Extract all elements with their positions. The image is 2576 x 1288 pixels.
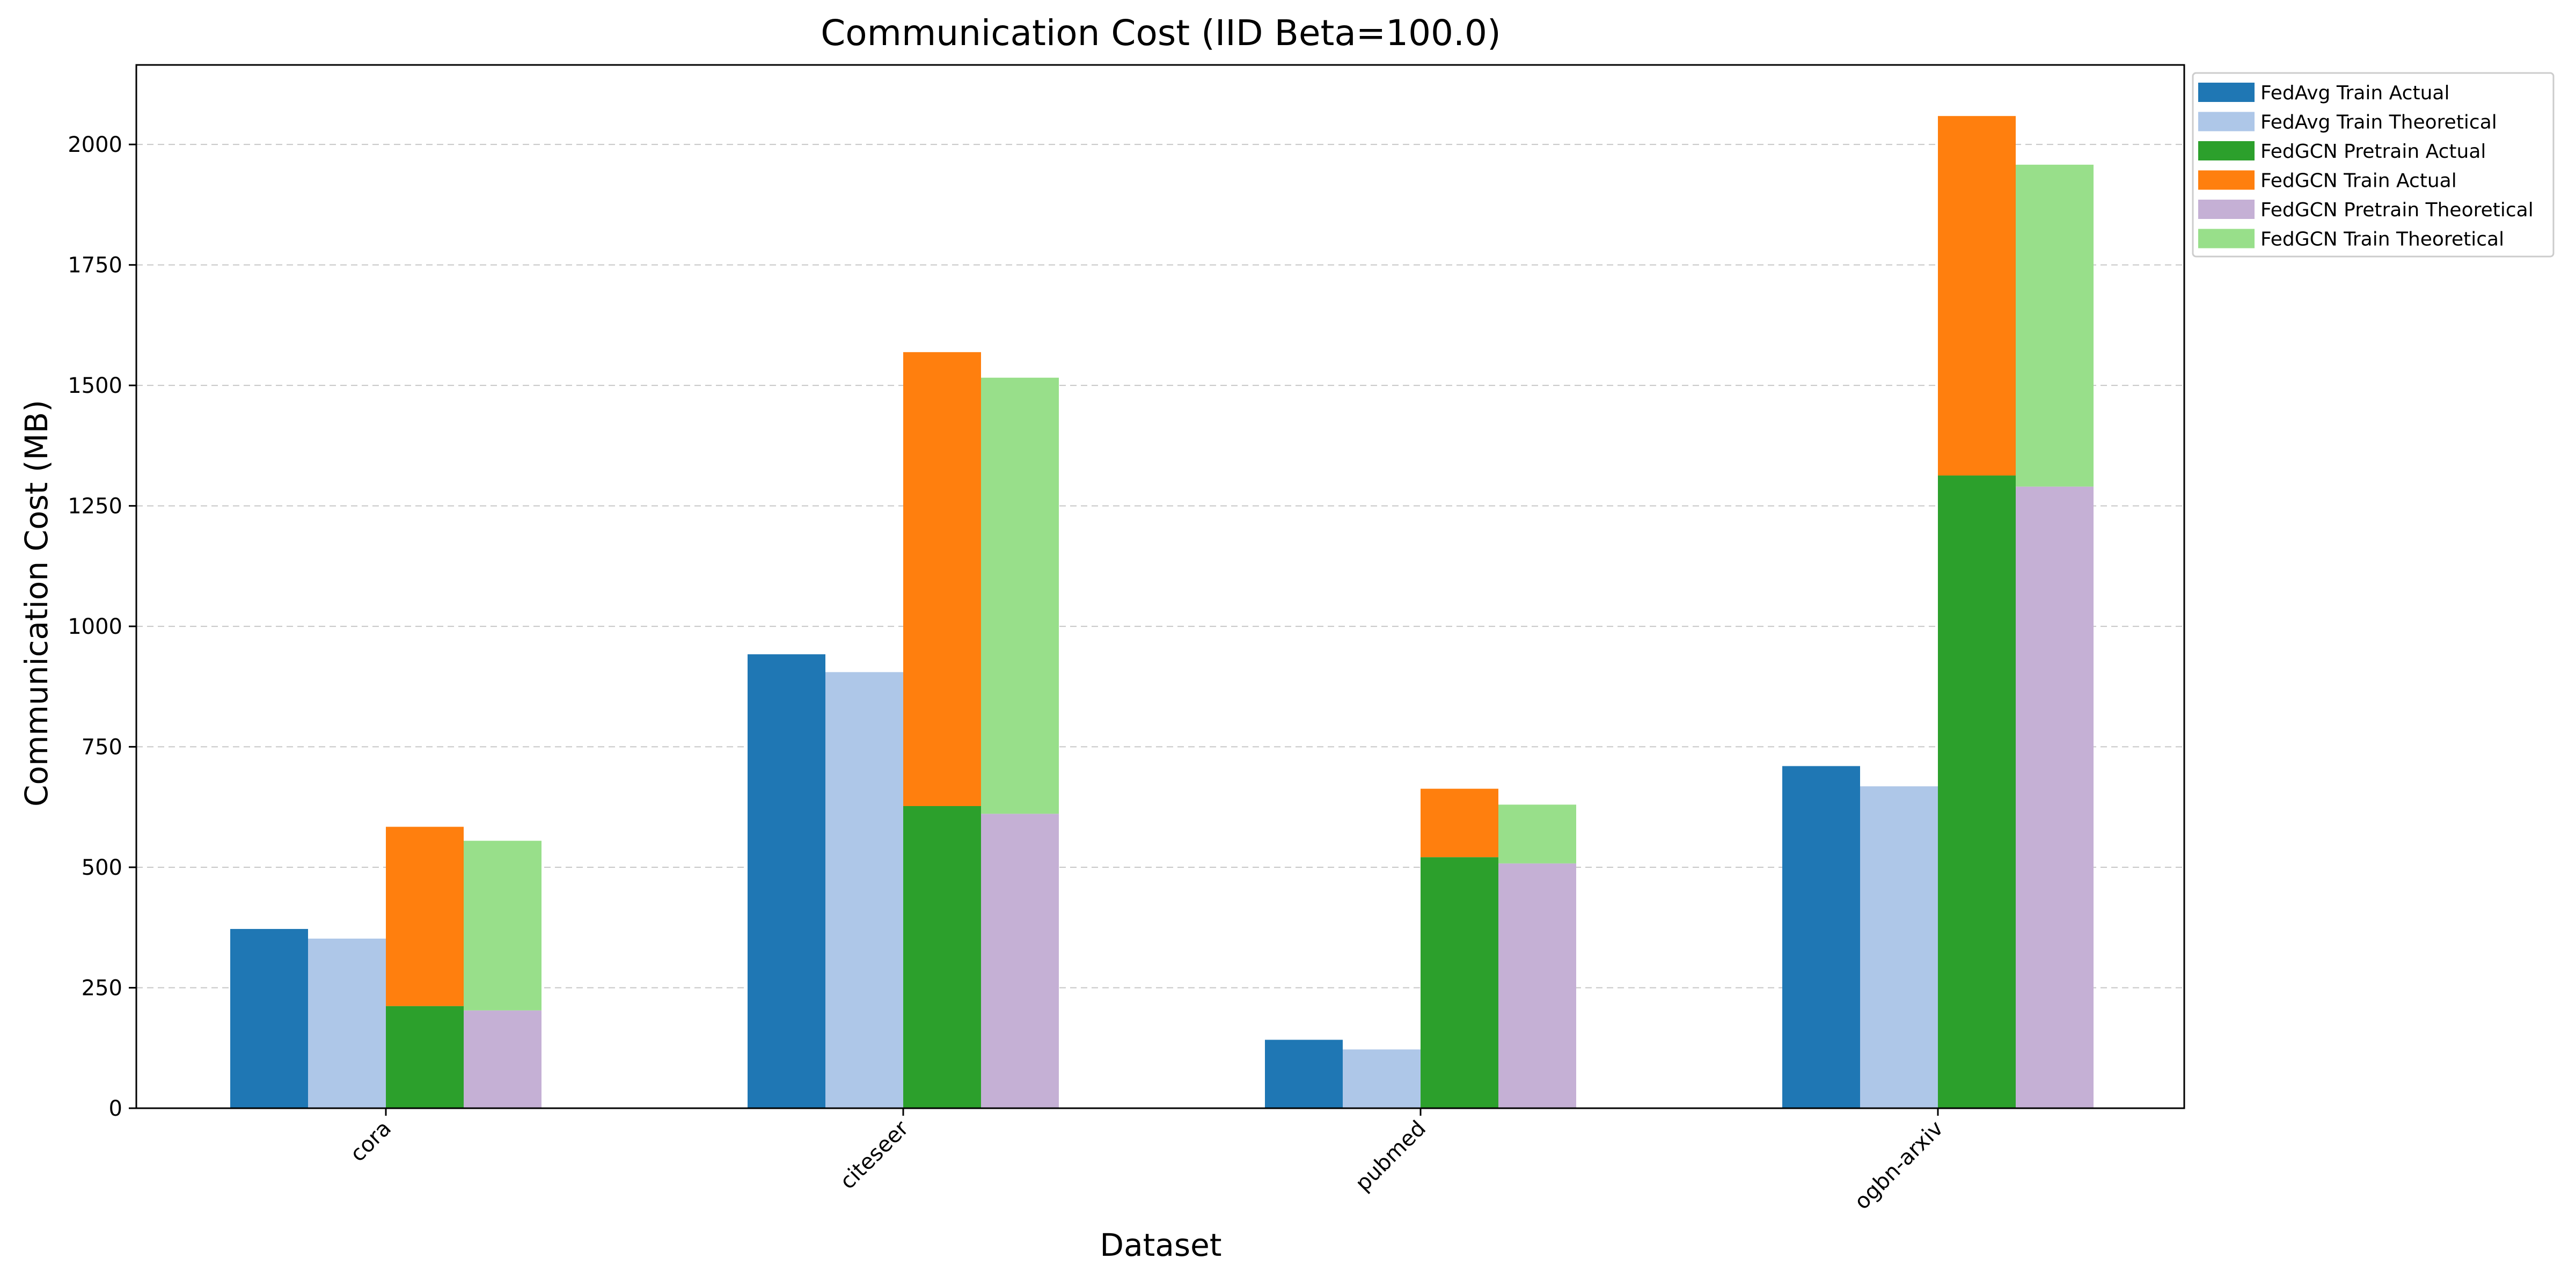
bar-fedgcn-train-theoretical-ogbn-arxiv — [2016, 164, 2094, 487]
legend-box — [2192, 72, 2555, 258]
legend: FedAvg Train Actual FedAvg Train Theoreti… — [2192, 72, 2555, 258]
bar-fedgcn-train-theoretical-citeseer — [981, 377, 1059, 814]
legend-label: FedGCN Train Actual — [2260, 170, 2457, 192]
bar-fedavg-train-theoretical-cora — [308, 938, 386, 1108]
legend-swatch — [2198, 200, 2255, 219]
x-axis-ticks: cora citeseer pubmed ogbn-arxiv — [346, 1108, 1948, 1214]
bar-fedgcn-pretrain-actual-citeseer — [903, 806, 981, 1108]
legend-label: FedGCN Pretrain Theoretical — [2260, 199, 2534, 221]
bar-fedavg-train-theoretical-citeseer — [825, 672, 903, 1108]
bar-fedgcn-pretrain-theoretical-citeseer — [981, 814, 1059, 1108]
bar-fedgcn-pretrain-actual-pubmed — [1421, 857, 1498, 1108]
bar-fedavg-train-actual-ogbn-arxiv — [1782, 766, 1860, 1108]
legend-label: FedAvg Train Theoretical — [2260, 112, 2497, 134]
bar-fedgcn-pretrain-actual-ogbn-arxiv — [1938, 475, 2016, 1109]
legend-label: FedAvg Train Actual — [2260, 82, 2449, 104]
legend-swatch — [2198, 170, 2255, 190]
y-tick-label: 1000 — [68, 614, 122, 639]
y-tick-label: 1250 — [68, 494, 122, 519]
bar-fedavg-train-actual-pubmed — [1265, 1040, 1343, 1108]
bar-fedgcn-train-theoretical-pubmed — [1498, 804, 1576, 863]
bar-fedgcn-pretrain-theoretical-pubmed — [1498, 863, 1576, 1108]
y-axis-label: Communication Cost (MB) — [18, 400, 55, 807]
legend-swatch — [2198, 229, 2255, 248]
legend-label: FedGCN Pretrain Actual — [2260, 141, 2486, 163]
y-tick-label: 500 — [82, 855, 122, 880]
bar-fedavg-train-actual-citeseer — [748, 654, 825, 1108]
bar-fedgcn-train-actual-ogbn-arxiv — [1938, 116, 2016, 476]
x-tick-label: pubmed — [1351, 1116, 1431, 1196]
y-tick-label: 0 — [109, 1096, 122, 1121]
x-tick-label: ogbn-arxiv — [1850, 1116, 1948, 1214]
y-tick-label: 2000 — [68, 133, 122, 157]
bar-fedgcn-pretrain-actual-cora — [386, 1006, 464, 1108]
bar-fedgcn-train-theoretical-cora — [464, 840, 541, 1011]
y-tick-label: 750 — [82, 735, 122, 760]
legend-swatch — [2198, 112, 2255, 131]
y-tick-label: 1750 — [68, 253, 122, 278]
x-axis-label: Dataset — [1100, 1227, 1221, 1263]
plot-frame — [135, 64, 2185, 1109]
bar-fedavg-train-actual-cora — [230, 928, 308, 1108]
legend-swatch — [2198, 83, 2255, 102]
bar-fedavg-train-theoretical-ogbn-arxiv — [1860, 786, 1938, 1108]
bar-fedgcn-train-actual-pubmed — [1421, 788, 1498, 858]
y-axis-ticks: 0 250 500 750 1000 1250 1500 1750 2000 — [68, 133, 136, 1121]
bar-fedavg-train-theoretical-pubmed — [1343, 1049, 1421, 1108]
bar-fedgcn-train-actual-citeseer — [903, 352, 981, 807]
y-tick-label: 1500 — [68, 374, 122, 398]
x-tick-label: citeseer — [835, 1116, 913, 1194]
legend-swatch — [2198, 141, 2255, 160]
x-tick-label: cora — [346, 1116, 396, 1167]
bars — [230, 116, 2094, 1109]
y-tick-label: 250 — [82, 976, 122, 1001]
legend-label: FedGCN Train Theoretical — [2260, 229, 2504, 251]
chart-title: Communication Cost (IID Beta=100.0) — [821, 12, 1501, 54]
bar-fedgcn-pretrain-theoretical-ogbn-arxiv — [2016, 486, 2094, 1108]
bar-fedgcn-train-actual-cora — [386, 826, 464, 1006]
bar-fedgcn-pretrain-theoretical-cora — [464, 1010, 541, 1108]
